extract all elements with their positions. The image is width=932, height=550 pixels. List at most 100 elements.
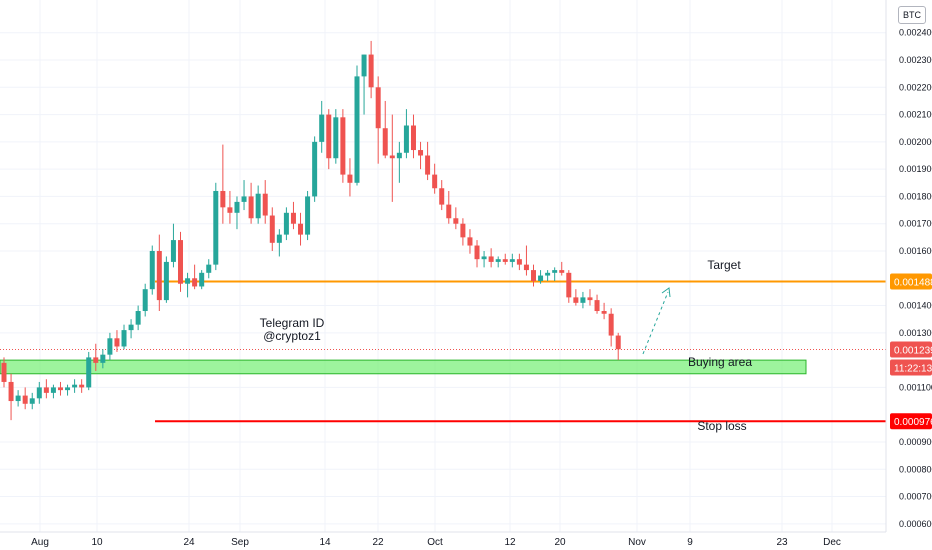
candle-body	[333, 117, 339, 159]
buying-area-label: Buying area	[688, 355, 752, 369]
candle-body	[170, 240, 176, 262]
projection-arrow-head	[661, 287, 671, 298]
time-tick-label: Nov	[628, 537, 646, 548]
candle-body	[22, 395, 28, 404]
candle-body	[185, 278, 191, 284]
target-price-pill: 0.001488	[894, 278, 932, 289]
candle-body	[15, 395, 21, 402]
candle-body	[523, 264, 529, 271]
target-price-pill-bg	[890, 273, 932, 290]
candle-body	[227, 207, 233, 213]
telegram-label-line1: Telegram ID	[260, 316, 325, 330]
candle-body	[340, 117, 346, 175]
candle-body	[580, 297, 586, 303]
currency-badge[interactable]: BTC	[898, 6, 926, 24]
candle-body	[8, 381, 14, 402]
candle-body	[495, 259, 501, 262]
candle-body	[290, 212, 296, 224]
stop-price-pill-bg	[890, 413, 932, 430]
candle-body	[594, 300, 600, 312]
candle-body	[135, 311, 141, 325]
time-tick-label: 20	[554, 537, 566, 548]
candle-body	[509, 259, 515, 262]
time-tick-label: 9	[687, 537, 693, 548]
candle-body	[545, 272, 551, 276]
time-tick-label: 14	[319, 537, 331, 548]
candle-body	[410, 125, 416, 151]
candle-body	[262, 193, 268, 216]
candle-body	[566, 272, 572, 298]
candle-body	[347, 174, 353, 183]
candle-body	[516, 259, 522, 265]
candle-body	[79, 384, 85, 388]
stop-loss-label: Stop loss	[697, 419, 746, 433]
buying-zone-rect	[0, 359, 807, 375]
time-tick-label: Oct	[427, 537, 443, 548]
candle-body	[396, 152, 402, 159]
candle-body	[418, 150, 424, 156]
grid	[0, 0, 886, 532]
candle-body	[43, 387, 49, 393]
candle-body	[375, 87, 381, 129]
candle-body	[100, 354, 106, 363]
countdown-pill: 11:22:13	[894, 363, 932, 374]
price-pills: 0.001488 0.001239 11:22:13 0.000976	[890, 273, 932, 430]
candle-body	[488, 256, 494, 262]
time-tick-label: 22	[372, 537, 384, 548]
candle-body	[481, 256, 487, 260]
candle-body	[552, 270, 558, 273]
candle-body	[382, 128, 388, 156]
candle-body	[255, 193, 261, 219]
last-price-pill: 0.001239	[894, 345, 932, 356]
candle-body	[1, 362, 7, 382]
candle-body	[573, 297, 579, 303]
countdown-pill-bg	[890, 359, 932, 376]
candle-body	[248, 196, 254, 219]
candle-body	[276, 234, 282, 243]
candle-body	[432, 174, 438, 189]
time-tick-label: 23	[776, 537, 788, 548]
level-lines	[0, 280, 886, 423]
candle-body	[453, 218, 459, 224]
candle-body	[128, 324, 134, 331]
candle-body	[72, 384, 78, 388]
candle-body	[114, 338, 120, 347]
candle-body	[439, 188, 445, 205]
annotations: Telegram ID @cryptoz1 Target Buying area…	[260, 258, 753, 433]
candle-body	[93, 357, 99, 363]
candle-body	[559, 270, 565, 273]
time-tick-label: 12	[504, 537, 516, 548]
candle-body	[502, 259, 508, 262]
time-tick-label: 24	[183, 537, 195, 548]
candle-body	[326, 114, 332, 159]
candle-body	[531, 270, 536, 282]
candle-body	[121, 330, 127, 347]
time-axis[interactable]: Aug 10 24 Sep 14 22 Oct 12 20 Nov 9 23 Dec	[0, 531, 886, 548]
candle-body	[269, 215, 275, 243]
candle-body	[241, 196, 247, 202]
candle-body	[36, 387, 42, 399]
candle-body	[220, 190, 226, 208]
time-tick-label: Dec	[823, 537, 841, 548]
candle-body	[163, 261, 169, 301]
time-tick-label: Sep	[231, 537, 249, 548]
candle-body	[149, 250, 155, 290]
candle-body	[298, 223, 304, 235]
candle-body	[446, 204, 452, 219]
candle-body	[86, 357, 92, 388]
candle-body	[213, 190, 219, 265]
candle-body	[192, 278, 198, 287]
candle-body	[107, 338, 113, 355]
candle-body	[389, 155, 395, 159]
